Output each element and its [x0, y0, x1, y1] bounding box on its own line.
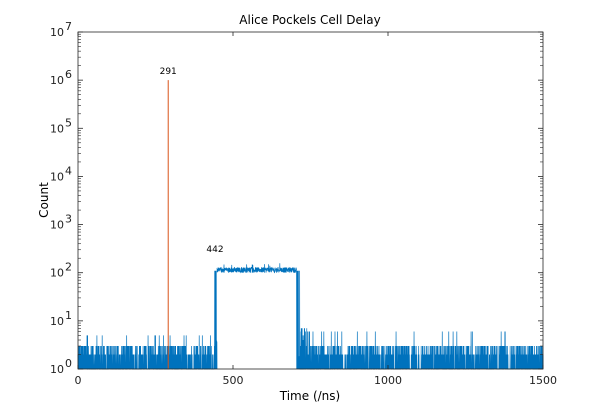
y-tick-label: 10	[50, 363, 64, 376]
y-tick-label: 10	[50, 170, 64, 183]
y-tick-label: 10	[50, 26, 64, 39]
y-tick-label: 10	[50, 315, 64, 328]
y-tick-exponent: 7	[65, 20, 72, 33]
y-tick-exponent: 4	[65, 164, 72, 177]
y-tick-exponent: 5	[65, 116, 72, 129]
x-axis-label: Time (/ns)	[279, 389, 340, 403]
chart-title: Alice Pockels Cell Delay	[239, 13, 380, 27]
plot-layer: 291 442	[77, 67, 544, 370]
annotation-0: 291	[160, 67, 177, 77]
y-tick-label: 10	[50, 122, 64, 135]
x-tick-label: 1500	[529, 374, 557, 387]
y-tick-label: 10	[50, 219, 64, 232]
y-tick-label: 10	[50, 74, 64, 87]
y-tick-exponent: 0	[65, 357, 72, 370]
x-tick-label: 500	[223, 374, 244, 387]
annotation-1: 442	[206, 245, 223, 255]
x-tick-label: 0	[75, 374, 82, 387]
y-tick-exponent: 2	[65, 261, 72, 274]
series-0-segment-1	[214, 270, 218, 370]
series-0-segment-2	[216, 263, 297, 274]
x-tick-label: 1000	[374, 374, 402, 387]
y-axis-label: Count	[37, 182, 51, 218]
y-tick-exponent: 3	[65, 213, 72, 226]
y-tick-label: 10	[50, 267, 64, 280]
y-tick-exponent: 1	[65, 309, 72, 322]
plot-frame	[77, 31, 544, 370]
series-0-segment-0	[77, 335, 215, 370]
series-0-segment-5	[307, 331, 544, 370]
y-tick-exponent: 6	[65, 68, 72, 81]
series-0-segment-3	[296, 270, 301, 370]
